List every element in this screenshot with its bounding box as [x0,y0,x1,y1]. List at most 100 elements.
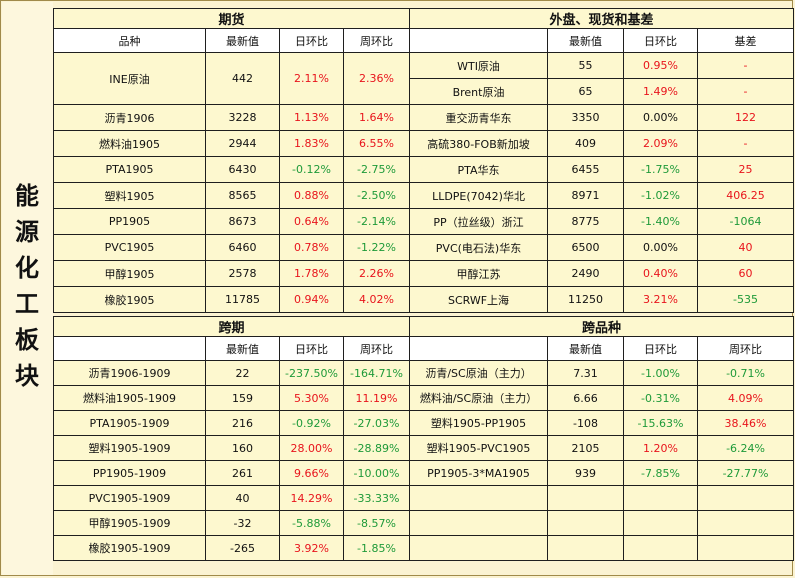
column-header: 日环比 [623,28,699,53]
futures-day-change: 0.88% [279,182,344,209]
futures-latest: 8565 [205,182,280,209]
spot-basis: -535 [697,286,795,313]
spread-week-change: 11.19% [342,385,411,411]
futures-day-change: -0.12% [279,156,344,183]
table-row: 沥青1906-1909 22 -237.50% -164.71% 沥青/SC原油（主力）… [53,360,795,386]
table-row: 燃料油1905-1909 159 5.30% 11.19% 燃料油/SC原油（主力） 6.… [53,385,795,411]
futures-name: 橡胶1905 [53,286,206,313]
empty-cell [409,510,549,536]
futures-latest: 442 [205,52,280,105]
spot-name: 甲醇江苏 [409,260,549,287]
column-header: 周环比 [342,28,411,53]
futures-week-change: 4.02% [342,286,411,313]
section-title-external-spot: 外盘、现货和基差 [409,8,795,29]
spot-name: PTA华东 [409,156,549,183]
spot-day-change: 0.00% [623,234,699,261]
spot-latest: 65 [547,78,625,105]
column-header [409,336,549,361]
spot-name: Brent原油 [409,78,549,105]
spread-name: 塑料1905-1909 [53,435,206,461]
spot-day-change: 0.95% [623,52,699,79]
spot-basis: 406.25 [697,182,795,209]
spot-basis: 60 [697,260,795,287]
spot-name: PVC(电石法)华东 [409,234,549,261]
cross-day-change: -1.00% [623,360,699,386]
spread-day-change: -237.50% [279,360,344,386]
futures-week-change: -2.75% [342,156,411,183]
table-row: PVC1905 6460 0.78% -1.22% PVC(电石法)华东 6500 0.00… [53,234,795,261]
table-row: 甲醇1905-1909 -32 -5.88% -8.57% [53,510,795,536]
column-header: 品种 [53,28,206,53]
spread-week-change: -10.00% [342,460,411,486]
spot-latest: 6455 [547,156,625,183]
side-title-char: 源 [15,218,39,246]
table-row: 甲醇1905 2578 1.78% 2.26% 甲醇江苏 2490 0.40% 60 [53,260,795,287]
spread-day-change: 14.29% [279,485,344,511]
futures-name: 燃料油1905 [53,130,206,157]
table-row: 燃料油1905 2944 1.83% 6.55% 高硫380-FOB新加坡 409 2.09… [53,130,795,157]
empty-cell [547,510,625,536]
spot-latest: 8775 [547,208,625,235]
empty-cell [547,485,625,511]
side-band [2,2,53,575]
spot-name: 重交沥青华东 [409,104,549,131]
table-row: PP1905 8673 0.64% -2.14% PP（拉丝级）浙江 8775 -1.40%… [53,208,795,235]
cross-latest: 7.31 [547,360,625,386]
cross-week-change: 4.09% [697,385,795,411]
spot-day-change: 1.49% [623,78,699,105]
table-row: Brent原油 65 1.49% - [54,78,795,105]
spread-latest: 22 [205,360,280,386]
cross-name: 塑料1905-PP1905 [409,410,549,436]
spot-latest: 55 [547,52,625,79]
futures-week-change: 2.36% [342,52,411,105]
futures-name: 甲醇1905 [53,260,206,287]
cross-week-change: -6.24% [697,435,795,461]
cross-latest: 939 [547,460,625,486]
futures-week-change: 1.64% [342,104,411,131]
futures-week-change: 2.26% [342,260,411,287]
spot-latest: 8971 [547,182,625,209]
futures-name: 沥青1906 [53,104,206,131]
spread-latest: -32 [205,510,280,536]
section-title-futures: 期货 [52,8,411,29]
spot-basis: - [697,78,795,105]
spread-day-change: -5.88% [279,510,344,536]
spread-latest: 261 [205,460,280,486]
empty-cell [697,485,795,511]
futures-name: PVC1905 [53,234,206,261]
column-header [409,28,549,53]
futures-day-change: 2.11% [279,52,344,105]
spread-name: 甲醇1905-1909 [53,510,206,536]
spot-day-change: 2.09% [623,130,699,157]
futures-latest: 2578 [205,260,280,287]
column-header: 日环比 [279,336,344,361]
section-title-cross-product: 跨品种 [409,316,795,337]
spot-day-change: -1.40% [623,208,699,235]
futures-day-change: 0.78% [279,234,344,261]
column-header: 最新值 [205,28,280,53]
spot-basis: 122 [697,104,795,131]
cross-week-change: 38.46% [697,410,795,436]
spot-day-change: 3.21% [623,286,699,313]
table-row: 塑料1905 8565 0.88% -2.50% LLDPE(7042)华北 8971 -1… [53,182,795,209]
cross-latest: 6.66 [547,385,625,411]
side-title-char: 化 [15,254,39,282]
table-row: INE原油 442 2.11% 2.36% WTI原油 55 0.95% - [53,52,795,105]
futures-latest: 6460 [205,234,280,261]
spread-day-change: 3.92% [279,535,344,561]
empty-cell [697,510,795,536]
spread-day-change: 28.00% [279,435,344,461]
cross-latest: -108 [547,410,625,436]
section-title-calendar-spread: 跨期 [52,316,411,337]
spread-week-change: -28.89% [342,435,411,461]
cross-name: 沥青/SC原油（主力） [409,360,549,386]
column-header: 最新值 [547,28,625,53]
futures-latest: 8673 [205,208,280,235]
futures-name: 塑料1905 [53,182,206,209]
table-row: 橡胶1905 11785 0.94% 4.02% SCRWF上海 11250 3.21% -5… [53,286,795,313]
column-header [53,336,206,361]
spot-latest: 6500 [547,234,625,261]
side-title-char: 工 [15,290,39,318]
spread-week-change: -33.33% [342,485,411,511]
spot-name: SCRWF上海 [409,286,549,313]
